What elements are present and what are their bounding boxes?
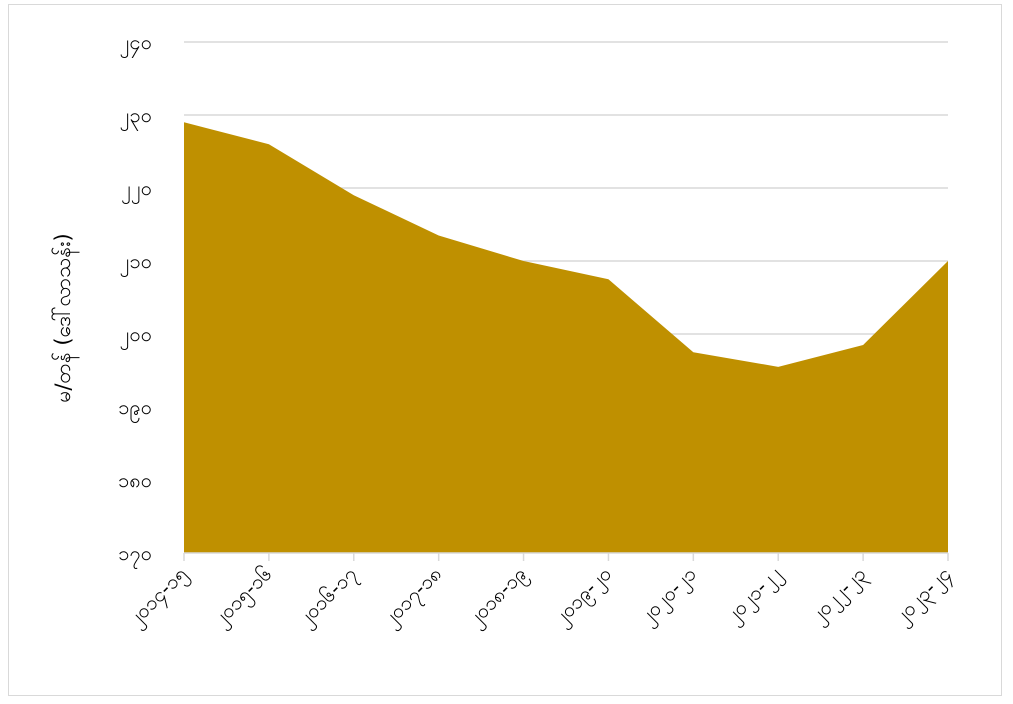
- area-series: [184, 122, 948, 554]
- x-tick-label: ၂၀၁၇-၁၈: [377, 562, 449, 634]
- y-tick-label: ၁၉၀: [118, 395, 152, 423]
- y-axis-tick-labels: ၁၇၀ ၁၈၀ ၁၉၀ ၂၀၀ ၂၁၀ ၂၂၀ ၂၃၀ ၂၄၀: [118, 30, 152, 569]
- y-tick-label: ၂၃၀: [120, 103, 152, 131]
- x-axis-tick-labels: ၂၀၁၄-၁၅ ၂၀၁၅-၁၆ ၂၀၁၆-၁၇ ၂၀၁၇-၁၈ ၂၀၁၈-၁၉ ၂၀၁၉-…: [123, 562, 959, 634]
- x-tick-label: ၂၀၂၁-၂၂: [720, 562, 789, 631]
- x-tick-label: ၂၀၂၃-၂၄: [889, 562, 959, 632]
- x-tick-label: ၂၀၁၆-၁၇: [293, 562, 365, 634]
- y-tick-label: ၂၂၀: [121, 176, 152, 204]
- x-axis-ticks: [183, 553, 949, 561]
- y-tick-label: ၂၄၀: [120, 30, 152, 58]
- y-tick-label: ၁၈၀: [118, 468, 152, 492]
- x-tick-label: ၂၀၂၂-၂၃: [805, 562, 874, 631]
- x-tick-label: ၂၀၂၀-၂၁: [634, 562, 704, 632]
- y-tick-label: ၂၀၀: [120, 322, 152, 350]
- y-tick-label: ၁၇၀: [118, 541, 152, 569]
- x-tick-label: ၂၀၁၉-၂၀: [548, 562, 619, 633]
- x-tick-label: ၂၀၁၅-၁၆: [208, 562, 280, 634]
- x-tick-label: ၂၀၁၈-၁၉: [462, 562, 534, 634]
- y-axis-label: မ/တန် (ဒေါ်လာသန်း): [50, 233, 80, 402]
- x-tick-label: ၂၀၁၄-၁၅: [123, 562, 195, 634]
- y-tick-label: ၂၁၀: [120, 249, 152, 277]
